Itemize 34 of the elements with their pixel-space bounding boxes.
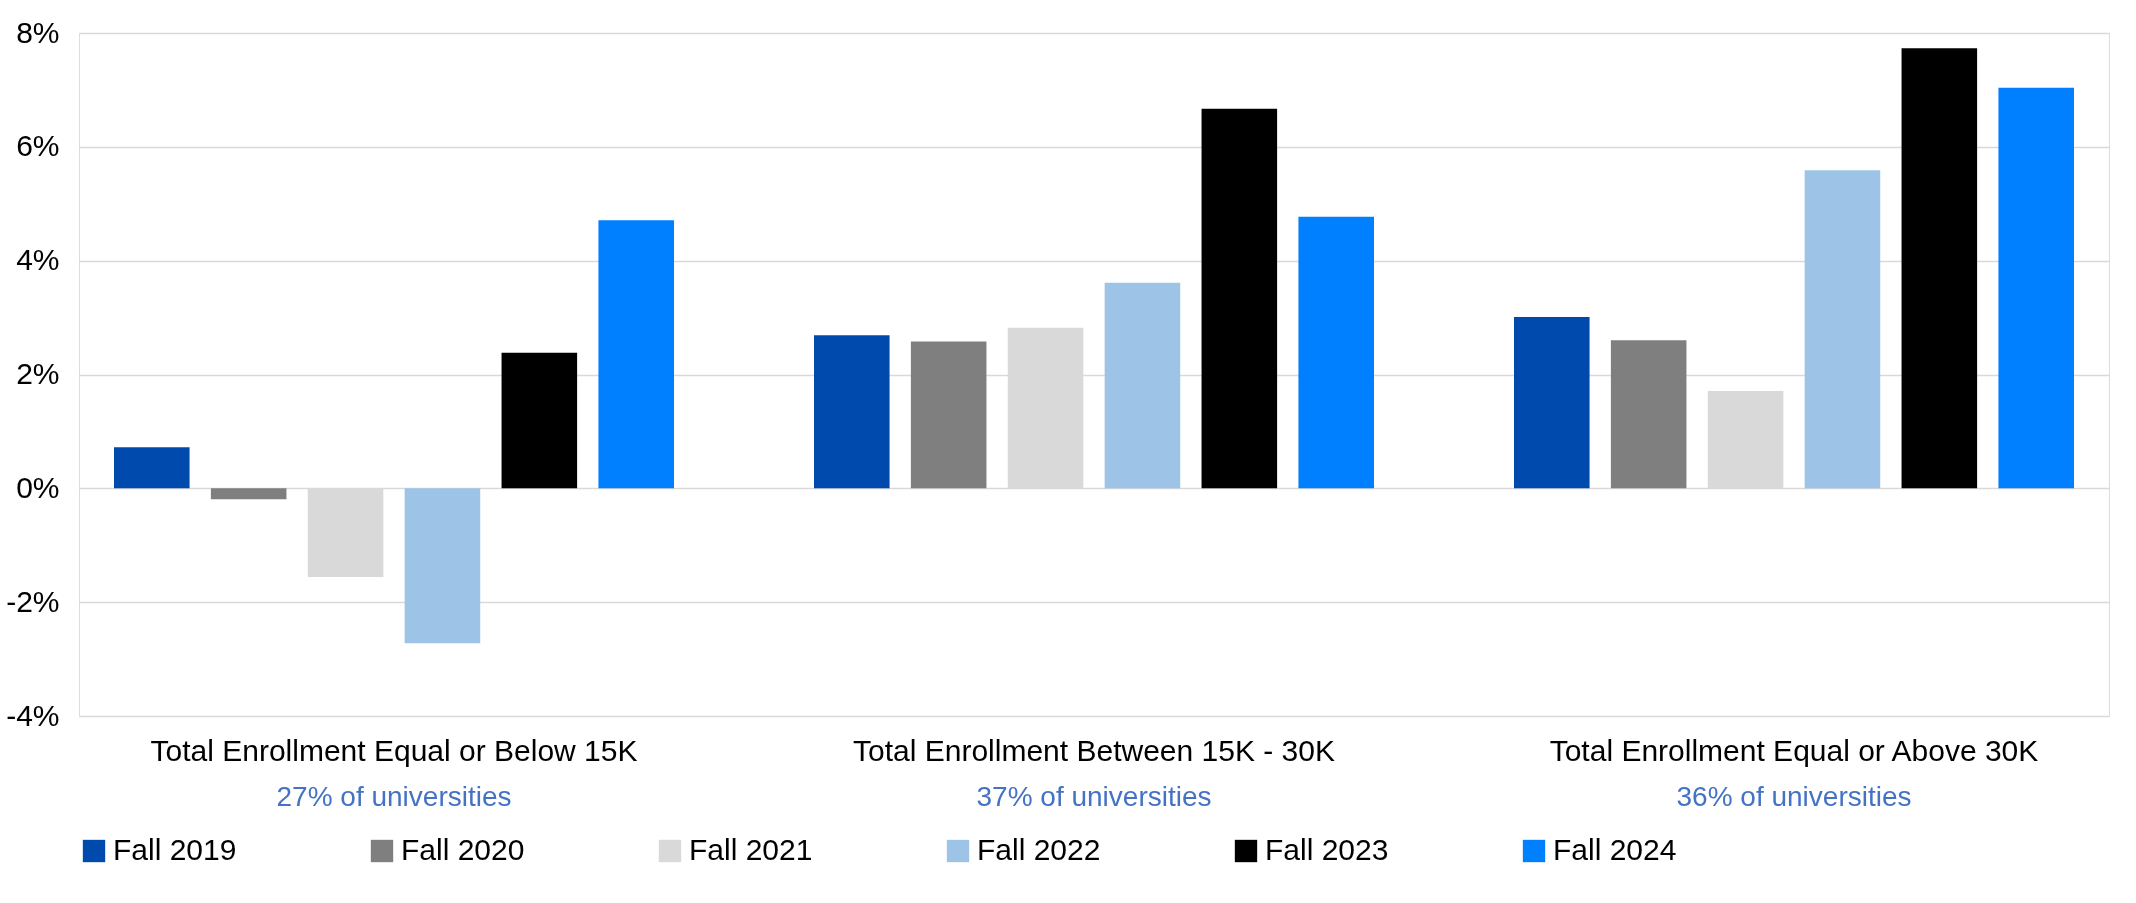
x-tick-label: Total Enrollment Equal or Below 15K	[150, 733, 638, 767]
bar	[1201, 108, 1278, 489]
bar	[1998, 87, 2074, 489]
legend-label: Fall 2024	[1553, 833, 1677, 866]
y-tick-label: 4%	[16, 243, 60, 277]
text: 37% of universities	[976, 781, 1212, 812]
y-tick-label: -4%	[6, 698, 60, 732]
y-tick-label: 8%	[16, 15, 60, 49]
y-tick-label: 2%	[16, 357, 60, 390]
legend-label: Fall 2019	[113, 833, 237, 866]
x-tick-label: Total Enrollment Between 15K - 30K	[853, 733, 1335, 767]
text: 27% of universities	[276, 781, 512, 812]
bar	[910, 341, 987, 489]
legend-label: Fall 2021	[689, 833, 813, 866]
y-tick-label: 0%	[16, 470, 60, 504]
legend-label: Fall 2022	[977, 833, 1101, 866]
legend-label: Fall 2020	[401, 833, 525, 866]
bar	[598, 220, 674, 489]
bar	[1901, 48, 1978, 489]
y-tick-label: 6%	[16, 129, 60, 163]
bar	[114, 447, 190, 489]
bar	[1514, 317, 1590, 489]
bar	[501, 352, 578, 489]
y-tick-label: -2%	[6, 584, 60, 618]
bar	[210, 488, 287, 500]
bar	[814, 335, 890, 489]
bar	[1104, 282, 1181, 489]
x-tick-label: Total Enrollment Equal or Above 30K	[1549, 733, 2039, 767]
legend-label: Fall 2023	[1265, 833, 1389, 866]
text: 36% of universities	[1676, 781, 1912, 812]
bar	[404, 488, 481, 644]
bar	[1610, 340, 1687, 489]
bar	[1804, 170, 1881, 489]
bar	[1298, 216, 1374, 489]
